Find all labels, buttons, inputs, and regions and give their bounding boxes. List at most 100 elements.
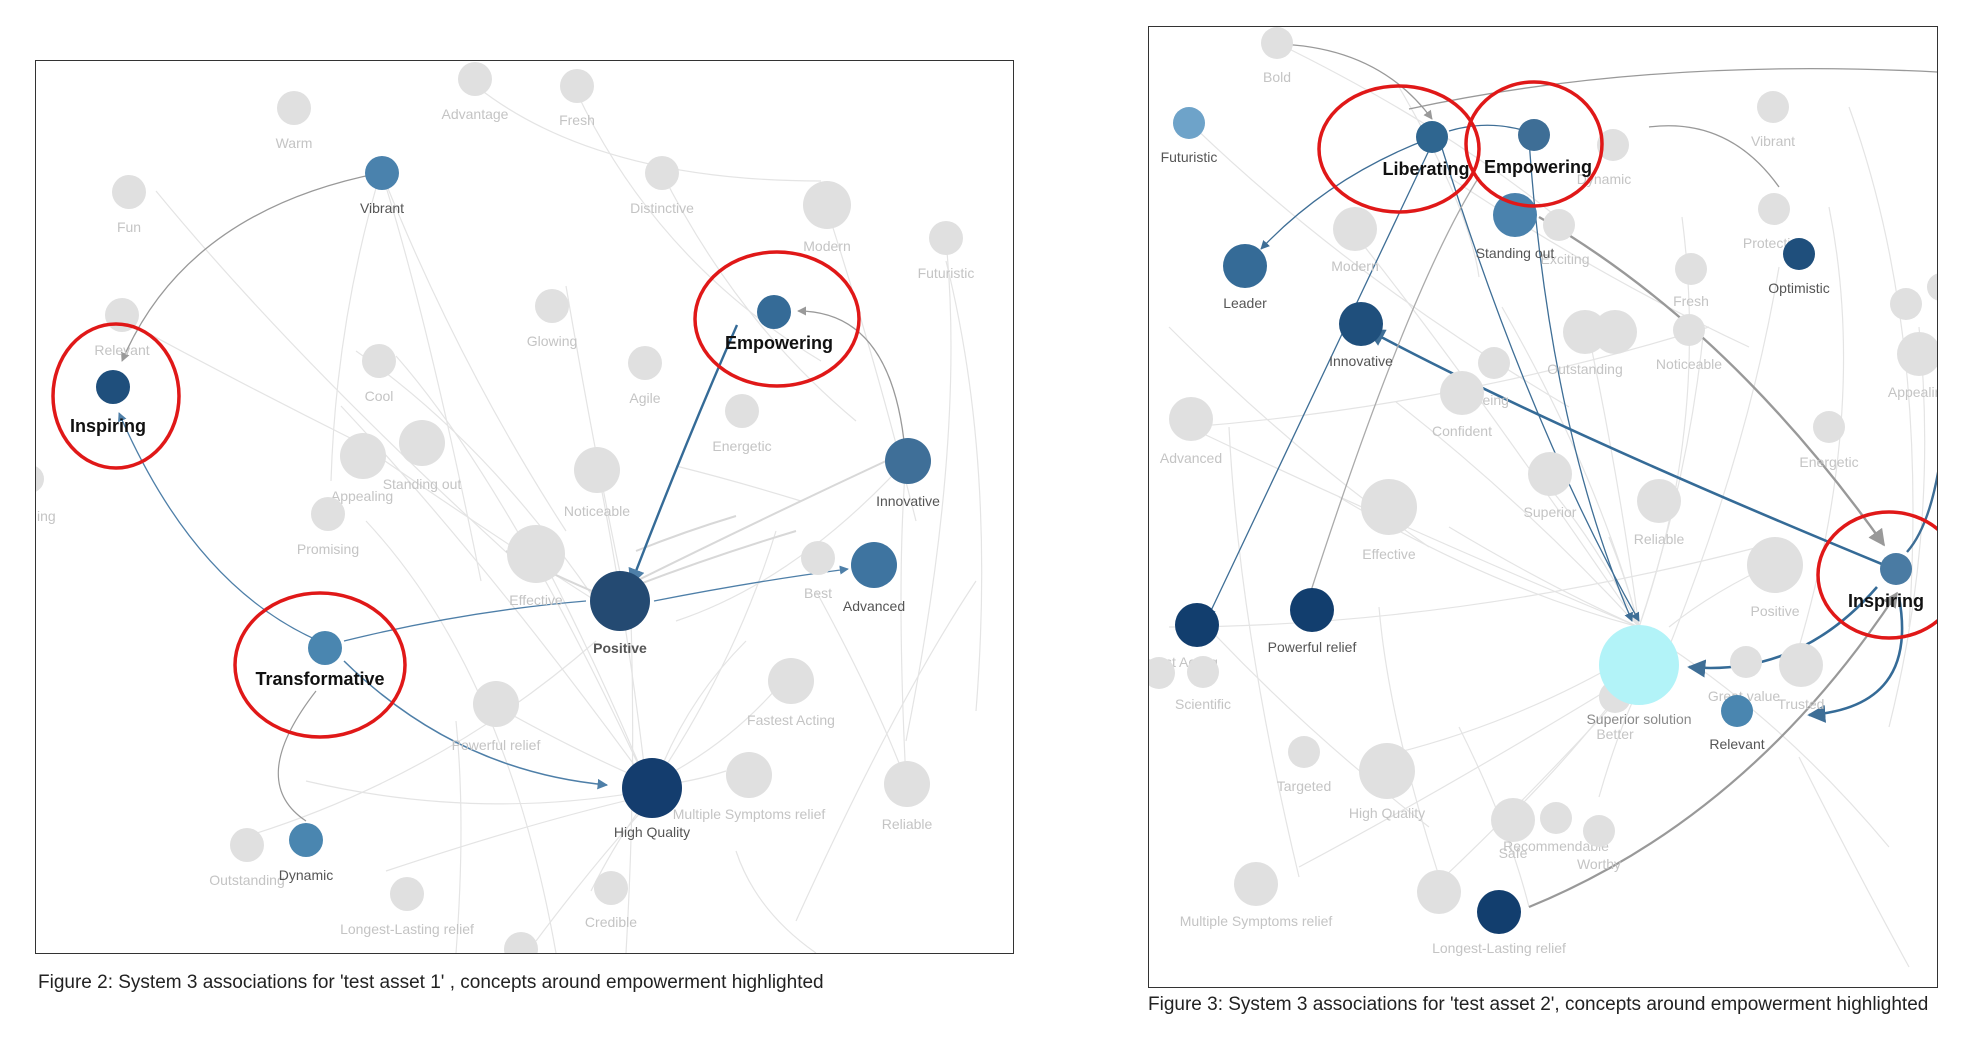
node: Leader	[1223, 244, 1267, 311]
node: Multiple Symptoms relief	[1180, 862, 1333, 929]
node: ing	[36, 466, 56, 524]
node-label: Trusted	[1778, 696, 1825, 712]
node: Fun	[112, 175, 146, 235]
node: Fastest Acting	[747, 658, 835, 728]
node: Positive	[590, 571, 650, 656]
node: Innovative	[876, 438, 940, 509]
node: Agile	[628, 346, 662, 406]
node: Trusted	[1778, 643, 1825, 712]
node: Appealing	[331, 488, 393, 504]
node-label: Fastest Acting	[747, 712, 835, 728]
highlighted-node-inspiring: Inspiring	[51, 322, 181, 470]
node-label: Glowing	[527, 333, 578, 349]
node-label: Appealing	[1888, 384, 1937, 400]
node: Worthy	[1577, 815, 1621, 872]
node-label: Outstanding	[209, 872, 285, 888]
node: Outstanding	[209, 828, 285, 888]
node-label: Effective	[1362, 546, 1416, 562]
highlight-ring	[233, 591, 407, 739]
node-label: Dynamic	[279, 867, 333, 883]
node: Dynamic	[1577, 129, 1631, 187]
node-list: Warm Advantage Fresh Fun Vibrant Distinc…	[36, 62, 974, 953]
node-label: High Quality	[614, 824, 690, 840]
node: Outstanding	[1547, 310, 1623, 377]
node-label: Noticeable	[1656, 356, 1722, 372]
node: Fresh	[559, 69, 595, 128]
node-label: Distinctive	[630, 200, 694, 216]
node-label: Best	[804, 585, 832, 601]
node: Energetic	[1799, 411, 1859, 470]
node-label: Promising	[297, 541, 359, 557]
node-label: Effective	[509, 592, 563, 608]
node-superior-solution: Superior solution	[1586, 625, 1692, 727]
node: Advanced	[1160, 397, 1222, 466]
node: High Quality	[614, 758, 690, 840]
figure-2-caption: Figure 2: System 3 associations for 'tes…	[38, 972, 824, 993]
node: Multiple Symptoms relief	[673, 752, 825, 822]
node-label: Innovative	[876, 493, 940, 509]
node: Reliable	[1634, 479, 1685, 547]
node: Modern	[1331, 207, 1379, 274]
node: Distinctive	[630, 156, 694, 216]
background-edges	[115, 85, 983, 953]
node: Positive	[1747, 537, 1803, 619]
node-label: Dynamic	[1577, 171, 1631, 187]
node-label: Agile	[629, 390, 660, 406]
highlighted-node-transformative: Transformative	[233, 591, 407, 739]
node-label: Exciting	[1540, 251, 1589, 267]
node-label: Superior	[1524, 504, 1577, 520]
node-label: Warm	[276, 135, 313, 151]
node: Relevant	[1709, 695, 1765, 752]
node-label: Standing out	[1476, 245, 1555, 261]
node-label: Optimistic	[1768, 280, 1829, 296]
node: Warm	[276, 91, 313, 151]
node-label: Transformative	[255, 669, 384, 689]
node: Targeted	[1277, 736, 1331, 794]
node-label: Reliable	[882, 816, 933, 832]
node-label: Scientific	[1175, 696, 1231, 712]
node: Fresh	[1673, 253, 1709, 309]
node-label: Innovative	[1329, 353, 1393, 369]
node: Modern	[803, 181, 851, 254]
node-label: Superior solution	[1586, 711, 1691, 727]
node: Powerful relief	[1268, 588, 1357, 655]
node-label: Cool	[365, 388, 394, 404]
node-label: Advantage	[442, 106, 509, 122]
node-label: Positive	[593, 640, 647, 656]
node: Energetic	[712, 394, 772, 454]
node: Optimistic	[1768, 238, 1830, 296]
node-label: Vibrant	[360, 200, 404, 216]
node-label: Powerful relief	[452, 737, 541, 753]
node-label: Credible	[585, 914, 637, 930]
node: Vibrant	[360, 156, 404, 216]
highlight-ring	[51, 322, 181, 470]
node-label: Empowering	[1484, 157, 1592, 177]
node-label: Reliable	[1634, 531, 1685, 547]
node: Powerful relief	[452, 681, 541, 753]
node-label: Standing out	[383, 476, 462, 492]
node: Longest-Lasting relief	[340, 877, 474, 937]
highlight-ring	[1816, 510, 1937, 640]
node-label: Longest-Lasting relief	[340, 921, 474, 937]
node-label: Leader	[1223, 295, 1267, 311]
node: Credible	[585, 871, 637, 930]
node-label: Empowering	[725, 333, 833, 353]
highlighted-node-liberating: Liberating	[1317, 84, 1481, 214]
node: Glowing	[527, 289, 578, 349]
highlighted-edges	[118, 172, 907, 822]
node: Confident	[1432, 371, 1492, 439]
node: Vibrant	[1751, 91, 1795, 149]
node: Reliable	[882, 761, 933, 832]
node: Best	[801, 541, 835, 601]
figure-2-network-svg: Warm Advantage Fresh Fun Vibrant Distinc…	[36, 62, 983, 953]
node-label: Multiple Symptoms relief	[1180, 913, 1333, 929]
highlighted-node-empowering: Empowering	[693, 250, 861, 388]
node: Superior	[1524, 452, 1577, 520]
figure-3-network-svg: Bold Futuristic Vibrant Dynamic Leader M…	[1149, 27, 1937, 968]
node-label: Powerful relief	[1268, 639, 1357, 655]
node-label: Energetic	[712, 438, 771, 454]
node-label: Outstanding	[1547, 361, 1623, 377]
node: Futuristic	[918, 221, 974, 281]
highlighted-node-inspiring: Inspiring	[1816, 510, 1937, 640]
node: Bold	[1261, 27, 1293, 85]
